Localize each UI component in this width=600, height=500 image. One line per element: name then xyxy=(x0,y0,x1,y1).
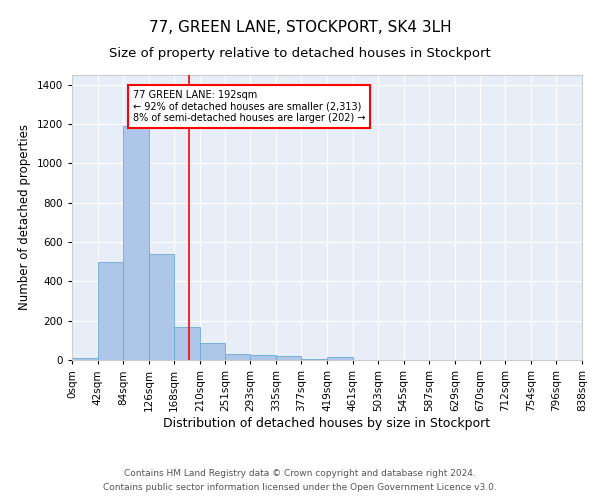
Bar xyxy=(200,344,225,360)
Bar xyxy=(250,355,276,360)
Bar xyxy=(149,254,174,360)
Bar xyxy=(327,357,353,360)
Bar xyxy=(276,356,301,360)
Text: Size of property relative to detached houses in Stockport: Size of property relative to detached ho… xyxy=(109,48,491,60)
Bar xyxy=(225,354,250,360)
Bar xyxy=(123,126,149,360)
X-axis label: Distribution of detached houses by size in Stockport: Distribution of detached houses by size … xyxy=(163,416,491,430)
Bar xyxy=(98,262,123,360)
Text: 77, GREEN LANE, STOCKPORT, SK4 3LH: 77, GREEN LANE, STOCKPORT, SK4 3LH xyxy=(149,20,451,35)
Bar xyxy=(301,359,327,360)
Bar xyxy=(174,326,200,360)
Text: 77 GREEN LANE: 192sqm
← 92% of detached houses are smaller (2,313)
8% of semi-de: 77 GREEN LANE: 192sqm ← 92% of detached … xyxy=(133,90,365,123)
Y-axis label: Number of detached properties: Number of detached properties xyxy=(18,124,31,310)
Text: Contains HM Land Registry data © Crown copyright and database right 2024.: Contains HM Land Registry data © Crown c… xyxy=(124,468,476,477)
Text: Contains public sector information licensed under the Open Government Licence v3: Contains public sector information licen… xyxy=(103,484,497,492)
Bar xyxy=(72,358,98,360)
